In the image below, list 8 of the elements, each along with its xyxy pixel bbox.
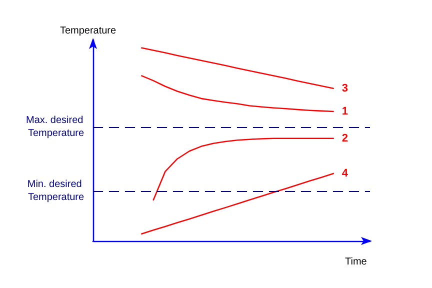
ref-line-label: Min. desired Temperature (27, 178, 85, 203)
y-axis-title: Temperature (60, 26, 117, 36)
series-label: 4 (342, 167, 349, 180)
series-label: 3 (342, 82, 348, 95)
series-label: 1 (342, 106, 348, 118)
series-label: 2 (342, 132, 348, 144)
x-axis-title: Time (345, 256, 368, 268)
ref-line-label: Max. desired Temperature (26, 114, 86, 139)
